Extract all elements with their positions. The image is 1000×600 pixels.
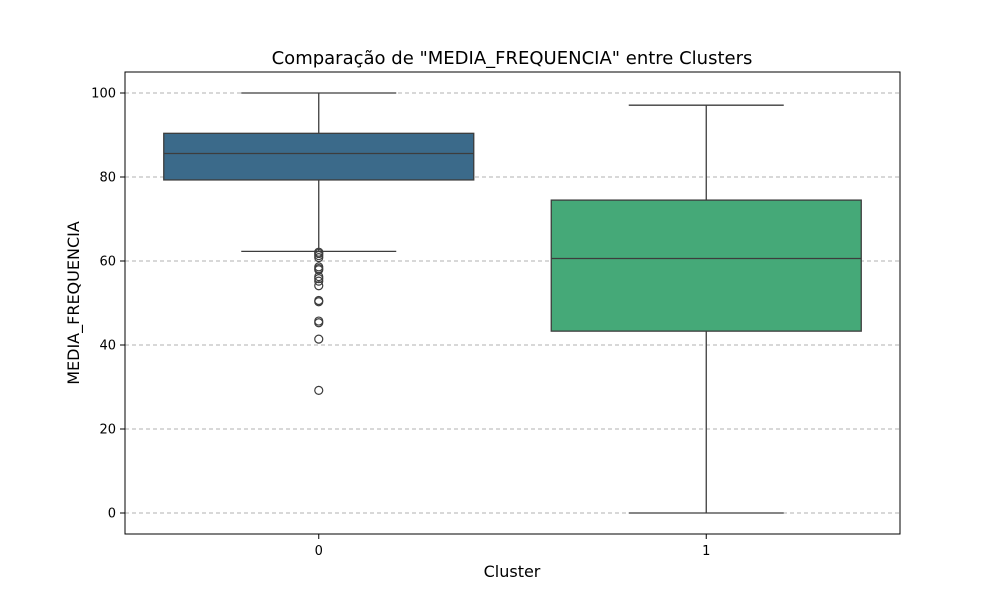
box-group-cluster-1 <box>550 104 862 514</box>
box-iqr <box>163 132 475 181</box>
boxes-layer <box>163 92 862 514</box>
x-tick-label: 0 <box>315 544 323 559</box>
box-group-cluster-0 <box>163 92 475 395</box>
y-tick-label: 80 <box>99 171 116 186</box>
box-iqr <box>550 199 862 332</box>
x-axis-label: Cluster <box>484 562 541 581</box>
y-axis-label: MEDIA_FREQUENCIA <box>64 221 84 385</box>
outlier-point <box>314 274 324 284</box>
outlier-point <box>314 276 324 286</box>
x-tick-label: 1 <box>702 544 710 559</box>
y-axis-ticks: 0 20 40 60 80 100 <box>91 87 125 522</box>
y-tick-label: 60 <box>99 255 116 270</box>
outlier-point <box>314 385 324 395</box>
plot-frame <box>124 71 901 535</box>
outlier-point <box>314 334 324 344</box>
chart-title: Comparação de "MEDIA_FREQUENCIA" entre C… <box>272 48 753 69</box>
outlier-point <box>314 318 324 328</box>
outlier-point <box>314 253 324 263</box>
y-tick-label: 40 <box>99 339 116 354</box>
y-tick-label: 100 <box>91 87 116 102</box>
outlier-point <box>314 297 324 307</box>
outlier-point <box>314 265 324 275</box>
y-tick-label: 0 <box>108 507 116 522</box>
outlier-point <box>314 281 324 291</box>
y-tick-label: 20 <box>99 423 116 438</box>
